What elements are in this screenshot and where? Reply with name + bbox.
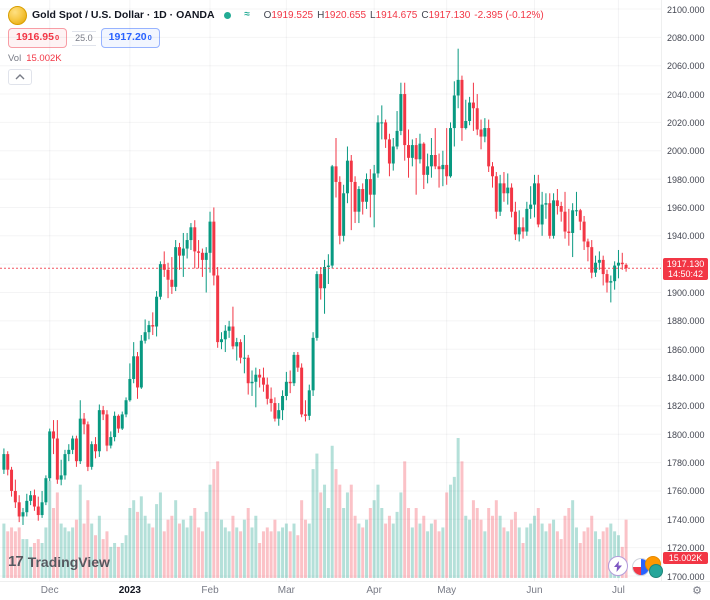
price-tick-label: 1900.000 xyxy=(667,288,705,298)
price-tick-label: 2100.000 xyxy=(667,4,705,15)
price-tick-label: 2060.000 xyxy=(667,61,705,72)
last-price-badge: 1917.130 14:50:42 xyxy=(663,258,708,281)
price-tick-label: 1740.000 xyxy=(667,514,705,525)
low-value: 1914.675 xyxy=(375,9,418,21)
price-tick-label: 1800.000 xyxy=(667,429,705,440)
price-tick-label: 2020.000 xyxy=(667,117,705,128)
time-tick-label: Dec xyxy=(40,585,59,596)
price-axis[interactable]: 1917.130 14:50:42 15.002K 2100.000 2080.0… xyxy=(661,0,710,582)
price-tick-label: 1940.000 xyxy=(667,231,705,242)
open-value: 1919.525 xyxy=(271,9,314,21)
emoji-reactions-icon[interactable] xyxy=(632,556,663,578)
volume-legend-value: 15.002K xyxy=(26,53,62,64)
axis-settings-gear-icon[interactable]: ⚙ xyxy=(692,585,702,597)
data-feed-icon: ≈ xyxy=(244,9,250,20)
time-axis[interactable]: ⚙ Dec 2023 Feb Mar Apr May Jun Jul xyxy=(0,581,710,600)
tradingview-logo-text: TradingView xyxy=(27,553,110,570)
price-tick-label: 1700.000 xyxy=(667,571,705,582)
lightning-bolt-icon[interactable] xyxy=(608,556,628,576)
price-tick-label: 1960.000 xyxy=(667,202,705,213)
tradingview-logo[interactable]: 17 TradingView xyxy=(8,553,110,570)
price-tick-label: 1860.000 xyxy=(667,344,705,355)
time-tick-label: Jun xyxy=(526,585,543,596)
market-open-icon xyxy=(220,8,235,23)
price-tick-label: 1720.000 xyxy=(667,543,705,554)
bar-countdown: 14:50:42 xyxy=(667,269,704,280)
quick-action-icons xyxy=(608,556,663,578)
price-tick-label: 2040.000 xyxy=(667,89,705,100)
time-tick-label: Mar xyxy=(277,585,295,596)
chart-legend: Gold Spot / U.S. Dollar · 1D · OANDA ≈ O… xyxy=(8,5,544,85)
low-label: L xyxy=(370,9,376,21)
spread-value: 25.0 xyxy=(72,30,96,46)
high-value: 1920.655 xyxy=(324,9,367,21)
chart-pane xyxy=(0,0,662,582)
candlestick-chart[interactable] xyxy=(0,0,662,582)
time-tick-label: Jul xyxy=(612,585,625,596)
symbol-title[interactable]: Gold Spot / U.S. Dollar · 1D · OANDA xyxy=(32,9,215,21)
close-label: C xyxy=(421,9,429,21)
volume-axis-badge: 15.002K xyxy=(663,552,708,564)
sell-button[interactable]: 1916.95 0 xyxy=(8,28,68,48)
price-tick-label: 1760.000 xyxy=(667,486,705,497)
price-tick-label: 1880.000 xyxy=(667,316,705,327)
price-tick-label: 2000.000 xyxy=(667,146,705,157)
time-tick-label: 2023 xyxy=(118,585,141,596)
collapse-legend-button[interactable] xyxy=(8,69,32,85)
open-label: O xyxy=(263,9,272,21)
chevron-up-icon xyxy=(15,74,25,80)
ohlc-values: O1919.525 H1920.655 L1914.675 C1917.130 … xyxy=(264,10,544,21)
change-value: -2.395 (-0.12%) xyxy=(474,9,544,21)
price-tick-label: 1780.000 xyxy=(667,458,705,469)
time-tick-label: May xyxy=(437,585,457,596)
price-tick-label: 1980.000 xyxy=(667,174,705,185)
last-price-value: 1917.130 xyxy=(666,259,705,270)
price-tick-label: 1840.000 xyxy=(667,373,705,384)
buy-button[interactable]: 1917.20 0 xyxy=(100,28,160,48)
close-value: 1917.130 xyxy=(428,9,471,21)
time-tick-label: Apr xyxy=(366,585,382,596)
time-tick-label: Feb xyxy=(201,585,219,596)
volume-legend-label: Vol xyxy=(8,53,22,64)
price-tick-label: 1820.000 xyxy=(667,401,705,412)
tradingview-mark-icon: 17 xyxy=(8,553,24,570)
price-tick-label: 2080.000 xyxy=(667,32,705,43)
gold-symbol-icon xyxy=(8,5,27,25)
high-label: H xyxy=(317,9,325,21)
